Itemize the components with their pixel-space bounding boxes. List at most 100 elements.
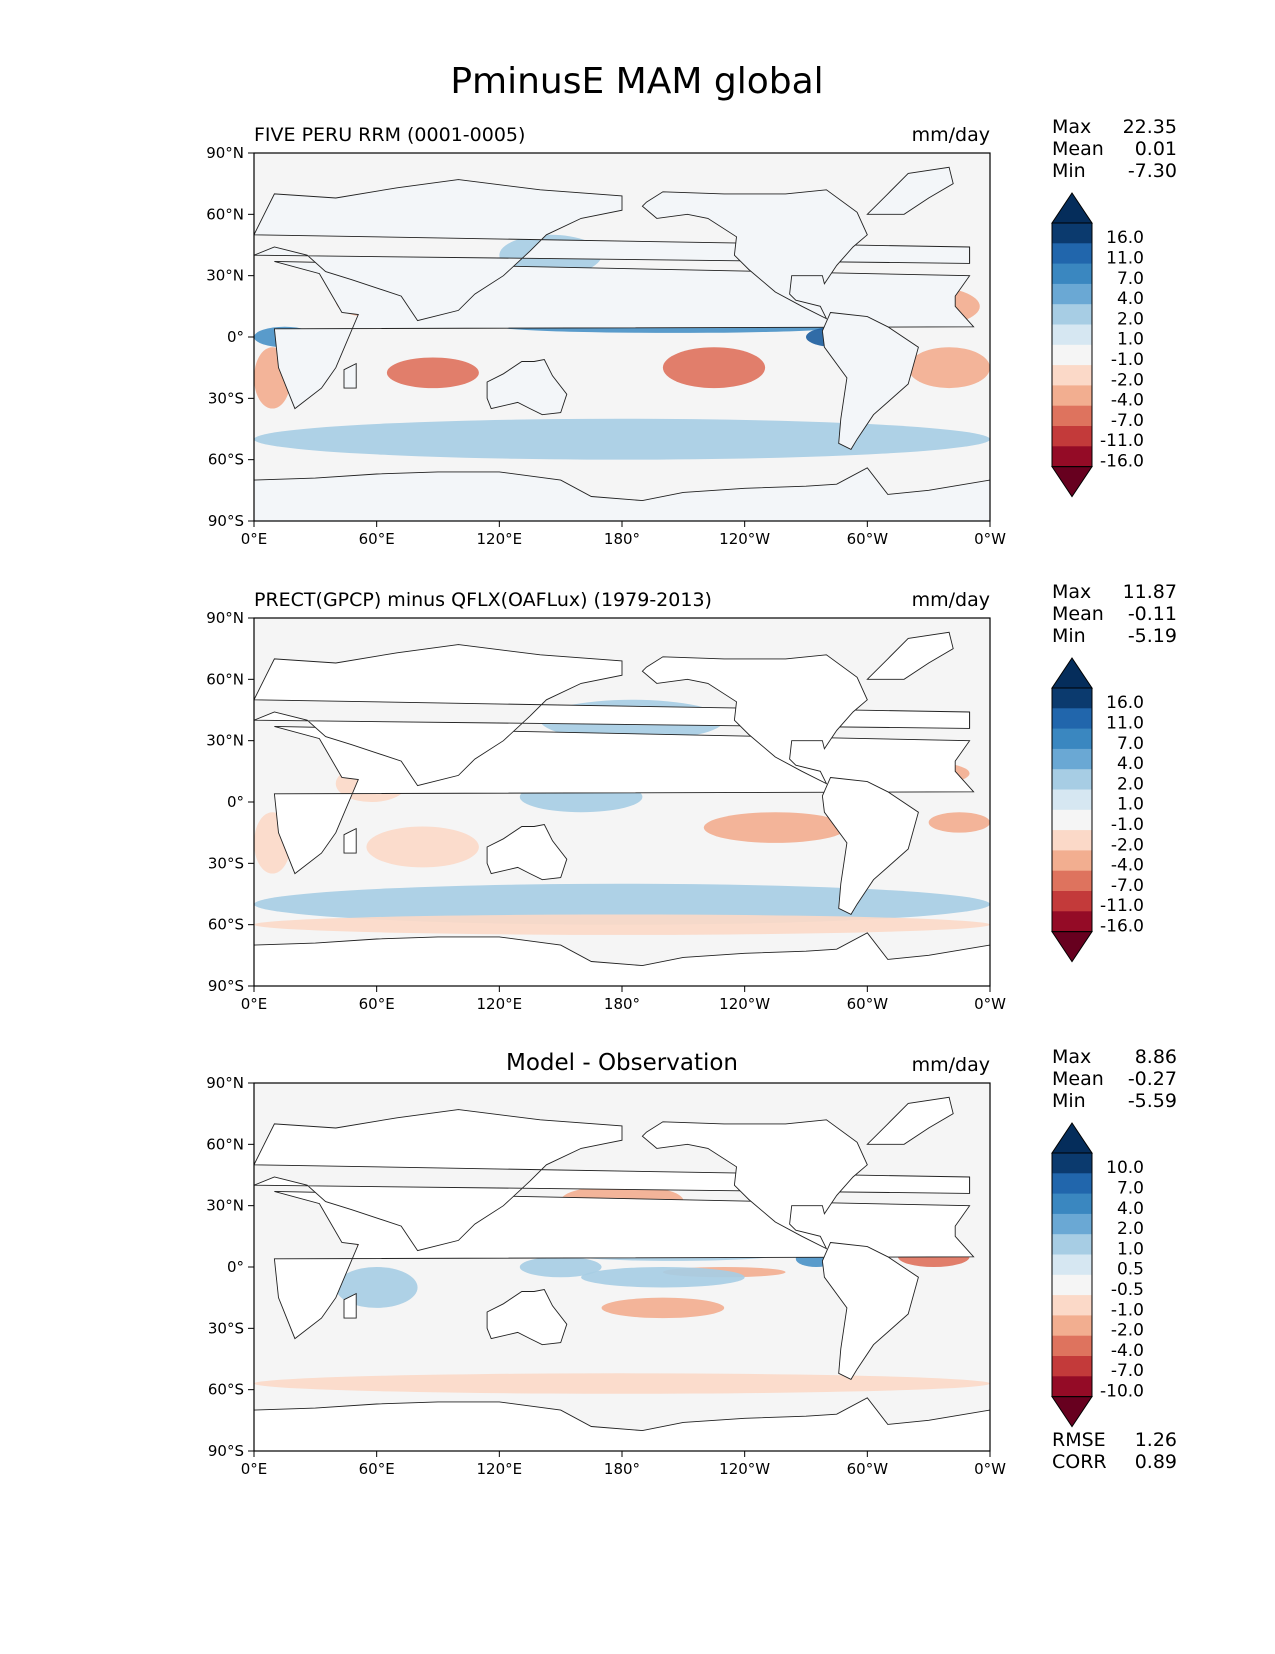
y-tick-label: 90°N (206, 609, 244, 627)
x-tick-label: 60°W (847, 995, 889, 1013)
colorbar-tick-label: -0.5 (1111, 1280, 1144, 1300)
colorbar-bin (1052, 728, 1092, 750)
colorbar-tick-label: -10.0 (1100, 1381, 1144, 1401)
colorbar-bin (1052, 789, 1092, 811)
y-tick-label: 90°N (206, 1074, 244, 1092)
stat-value-rmse: 1.26 (1135, 1429, 1177, 1451)
x-tick-label: 60°E (359, 530, 395, 548)
field-anomaly-7 (928, 812, 990, 833)
units-label: mm/day (912, 124, 990, 146)
colorbar-bin (1052, 1315, 1092, 1337)
y-tick-label: 30°S (208, 854, 244, 872)
colorbar-tick-label: 11.0 (1106, 713, 1144, 733)
stat-label-min: Min (1052, 1090, 1086, 1112)
colorbar-bin (1052, 446, 1092, 468)
eurasia-land (254, 179, 971, 322)
y-tick-label: 60°N (206, 670, 244, 688)
y-tick-label: 60°S (208, 916, 244, 934)
colorbar-tick-label: 1.0 (1117, 795, 1144, 815)
colorbar-bin (1052, 809, 1092, 831)
australia-land (486, 1288, 568, 1346)
colorbar-tick-label: -2.0 (1111, 370, 1144, 390)
colorbar-bin (1052, 1193, 1092, 1215)
units-label: mm/day (912, 589, 990, 611)
stat-label-mean: Mean (1052, 1068, 1104, 1090)
y-tick-label: 0° (227, 793, 244, 811)
colorbar-bin (1052, 426, 1092, 447)
colorbar-bin (1052, 1173, 1092, 1195)
y-tick-label: 60°N (206, 1135, 244, 1153)
stat-value-min: -5.59 (1128, 1090, 1177, 1112)
colorbar-tick-label: 7.0 (1117, 269, 1144, 289)
colorbar-extend-max (1051, 1122, 1093, 1154)
stat-label-rmse: RMSE (1052, 1429, 1106, 1451)
x-tick-label: 120°W (719, 995, 770, 1013)
colorbar-tick-label: -1.0 (1111, 1300, 1144, 1320)
x-tick-label: 180° (604, 530, 640, 548)
colorbar-tick-label: 16.0 (1106, 228, 1144, 248)
x-tick-label: 60°W (847, 1460, 889, 1478)
colorbar-tick-label: -16.0 (1100, 451, 1144, 471)
north-america-land (641, 189, 868, 320)
colorbar-tick-label: -16.0 (1100, 916, 1144, 936)
north-america-land (641, 654, 868, 785)
panel-1: 0°E 60°E 120°E 180° 120°W 60°W 0°W 90°N 60°N 30°N… (206, 116, 1177, 548)
x-tick-label: 180° (604, 995, 640, 1013)
x-tick-label: 180° (604, 1460, 640, 1478)
y-tick-label: 30°S (208, 389, 244, 407)
stat-label-mean: Mean (1052, 603, 1104, 625)
colorbar-bin (1052, 1213, 1092, 1235)
stat-label-min: Min (1052, 625, 1086, 647)
colorbar-bin (1052, 283, 1092, 305)
stat-label-max: Max (1052, 1046, 1091, 1068)
colorbar-bin (1052, 688, 1092, 709)
field-layer (254, 1096, 990, 1451)
north-america-land (641, 1119, 868, 1250)
panel-title: Model - Observation (506, 1050, 738, 1076)
y-tick-label: 60°S (208, 1381, 244, 1399)
field-anomaly-11 (254, 914, 990, 935)
colorbar-bin (1052, 891, 1092, 912)
y-tick-label: 30°N (206, 732, 244, 750)
colorbar-bin (1052, 1274, 1092, 1296)
greenland-land (866, 166, 954, 215)
colorbar-tick-label: 2.0 (1117, 1219, 1144, 1239)
colorbar-tick-label: -4.0 (1111, 391, 1144, 411)
y-tick-label: 30°N (206, 1197, 244, 1215)
colorbar-bin (1052, 263, 1092, 285)
colorbar-extend-min (1051, 466, 1093, 498)
field-anomaly-10 (254, 883, 990, 925)
colorbar-tick-label: -2.0 (1111, 1321, 1144, 1341)
colorbar-frame (1051, 222, 1093, 468)
field-anomaly-7 (908, 347, 990, 389)
x-tick-label: 0°W (974, 1460, 1006, 1478)
stat-value-max: 22.35 (1123, 116, 1177, 138)
colorbar-bin (1052, 405, 1092, 427)
colorbar-bin (1052, 324, 1092, 346)
antarctica-land (254, 932, 990, 986)
colorbar-tick-label: 10.0 (1106, 1158, 1144, 1178)
y-tick-label: 90°S (208, 512, 244, 530)
y-tick-label: 60°S (208, 451, 244, 469)
colorbar-bin (1052, 1254, 1092, 1276)
colorbar-tick-label: -7.0 (1111, 411, 1144, 431)
colorbar-tick-label: -1.0 (1111, 350, 1144, 370)
panel-title: PRECT(GPCP) minus QFLX(OAFLux) (1979-201… (254, 589, 712, 611)
colorbar-bin (1052, 304, 1092, 325)
south-america-land (821, 777, 919, 915)
field-anomaly-11 (581, 1267, 745, 1288)
colorbar-bin (1052, 850, 1092, 872)
australia-land (486, 358, 568, 416)
colorbar-bin (1052, 1335, 1092, 1357)
colorbar-tick-label: -7.0 (1111, 876, 1144, 896)
stat-value-mean: -0.11 (1128, 603, 1177, 625)
stat-label-mean: Mean (1052, 138, 1104, 160)
y-tick-label: 90°S (208, 1442, 244, 1460)
x-tick-label: 0°E (241, 530, 268, 548)
colorbar-tick-label: 11.0 (1106, 248, 1144, 268)
colorbar-extend-min (1051, 931, 1093, 963)
stat-label-min: Min (1052, 160, 1086, 182)
colorbar-frame (1051, 687, 1093, 933)
panel-2: 0°E 60°E 120°E 180° 120°W 60°W 0°W 90°N 60°N 30°N… (206, 581, 1177, 1013)
y-tick-label: 90°S (208, 977, 244, 995)
